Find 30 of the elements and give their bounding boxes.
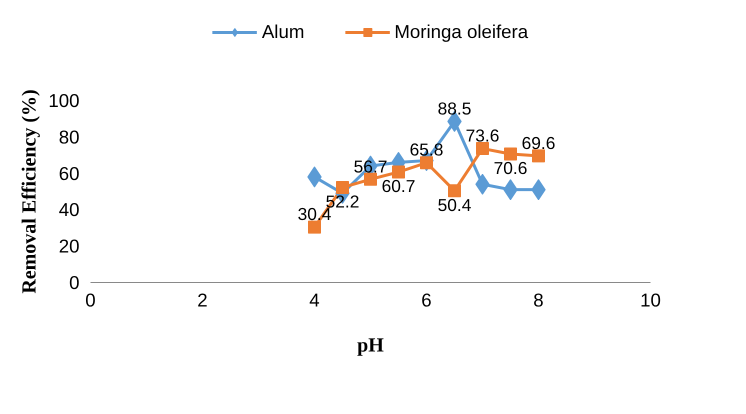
y-axis-title: Removal Efficiency (%) (18, 89, 40, 294)
point (392, 166, 405, 179)
y-tick-label: 60 (58, 162, 80, 184)
point (476, 142, 489, 156)
x-axis-title: pH (357, 334, 384, 356)
legend-label: Moringa oleifera (394, 21, 528, 43)
data-label: 88.5 (438, 98, 472, 118)
x-tick-label: 0 (85, 290, 96, 310)
y-tick-label: 40 (58, 199, 80, 220)
point (448, 184, 461, 198)
data-label: 73.6 (466, 126, 500, 146)
data-label: 60.7 (382, 176, 416, 196)
data-label: 70.6 (494, 158, 528, 178)
point (364, 172, 377, 186)
x-tick-label: 6 (421, 290, 432, 310)
data-label: 50.4 (438, 194, 472, 215)
point (336, 180, 349, 194)
x-tick-label: 10 (640, 290, 661, 310)
point (504, 148, 517, 161)
y-tick-label: 100 (48, 90, 80, 111)
y-tick-label: 80 (58, 126, 80, 148)
x-tick-label: 2 (197, 290, 208, 310)
x-tick-label: 4 (309, 290, 320, 310)
point (308, 220, 321, 234)
data-label: 69.6 (522, 132, 556, 153)
point (532, 149, 545, 162)
legend-label: Alum (262, 21, 304, 43)
y-tick-label: 0 (69, 272, 80, 293)
x-tick-label: 8 (533, 290, 544, 310)
y-tick-label: 20 (58, 236, 80, 257)
